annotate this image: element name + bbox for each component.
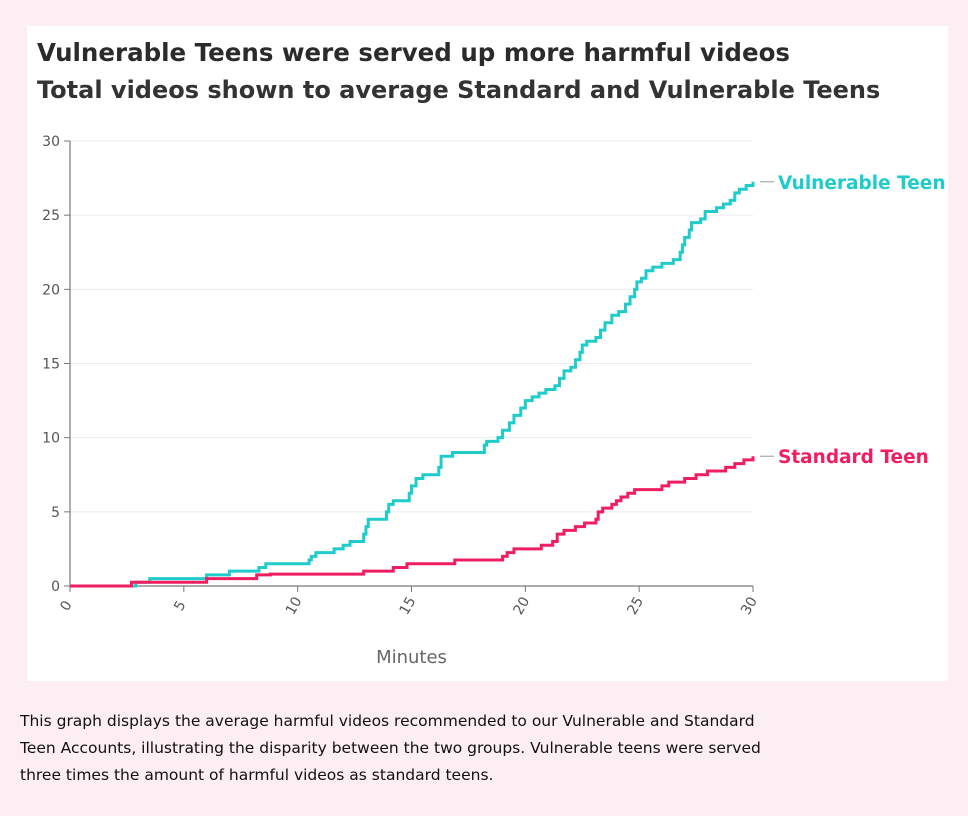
x-tick-label: 5 bbox=[171, 598, 189, 614]
y-tick-label: 0 bbox=[51, 579, 60, 595]
chart-title: Vulnerable Teens were served up more har… bbox=[37, 38, 790, 67]
x-tick-label: 0 bbox=[57, 598, 75, 614]
x-tick-label: 30 bbox=[738, 594, 761, 617]
y-tick-label: 5 bbox=[51, 505, 60, 521]
y-tick-label: 30 bbox=[42, 134, 60, 150]
chart-subtitle: Total videos shown to average Standard a… bbox=[37, 76, 881, 104]
y-tick-label: 10 bbox=[42, 431, 60, 447]
chart-caption: This graph displays the average harmful … bbox=[20, 712, 761, 784]
x-axis-title: Minutes bbox=[376, 647, 447, 668]
x-tick-label: 10 bbox=[283, 594, 306, 617]
y-tick-label: 25 bbox=[42, 208, 60, 224]
line-chart: 0 5 10 15 20 25 30 0 5 10 15 20 25 30 Minutes Vulnerabl… bbox=[42, 134, 946, 668]
x-tick-label: 25 bbox=[624, 594, 647, 617]
series-line-standard-teen bbox=[70, 456, 755, 588]
series-label-standard-teen: Standard Teen bbox=[778, 447, 929, 468]
x-tick-label: 15 bbox=[397, 594, 420, 617]
y-tick-label: 20 bbox=[42, 282, 60, 298]
chart-card: Vulnerable Teens were served up more har… bbox=[27, 26, 948, 681]
y-tick-label: 15 bbox=[42, 357, 60, 373]
series-label-vulnerable-teen: Vulnerable Teen bbox=[778, 173, 946, 194]
series-line-vulnerable-teen bbox=[70, 181, 755, 588]
x-tick-label: 20 bbox=[510, 594, 533, 617]
